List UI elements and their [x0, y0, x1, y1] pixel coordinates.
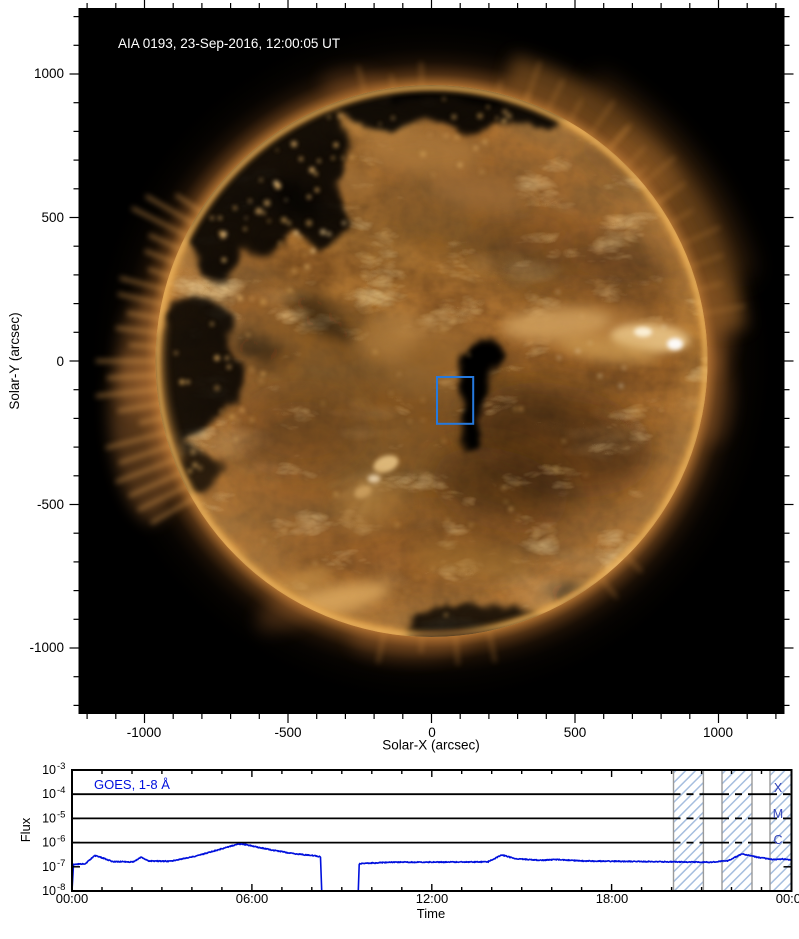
- svg-text:1000: 1000: [34, 66, 64, 81]
- svg-text:-4: -4: [57, 785, 65, 796]
- svg-text:-6: -6: [57, 834, 65, 845]
- svg-text:1000: 1000: [703, 725, 733, 740]
- svg-text:0: 0: [428, 725, 436, 740]
- svg-text:-500: -500: [274, 725, 301, 740]
- svg-text:Solar-Y (arcsec): Solar-Y (arcsec): [7, 312, 22, 409]
- svg-text:500: 500: [41, 210, 64, 225]
- svg-text:-500: -500: [37, 497, 64, 512]
- svg-text:-8: -8: [57, 882, 65, 893]
- svg-text:00:00: 00:00: [776, 891, 799, 906]
- svg-text:-7: -7: [57, 858, 65, 869]
- svg-text:500: 500: [564, 725, 587, 740]
- svg-text:10: 10: [42, 811, 56, 825]
- svg-text:X: X: [774, 781, 783, 795]
- svg-text:M: M: [773, 807, 783, 821]
- svg-text:Time: Time: [417, 906, 445, 921]
- svg-text:10: 10: [42, 860, 56, 874]
- svg-text:GOES, 1-8 Å: GOES, 1-8 Å: [94, 777, 170, 792]
- svg-text:12:00: 12:00: [416, 891, 449, 906]
- svg-text:10: 10: [42, 836, 56, 850]
- svg-text:-5: -5: [57, 809, 65, 820]
- svg-text:00:00: 00:00: [56, 891, 89, 906]
- svg-text:10: 10: [42, 884, 56, 898]
- svg-text:-3: -3: [57, 761, 65, 772]
- svg-text:Solar-X (arcsec): Solar-X (arcsec): [382, 738, 480, 753]
- svg-text:10: 10: [42, 787, 56, 801]
- svg-text:18:00: 18:00: [596, 891, 629, 906]
- svg-text:10: 10: [42, 763, 56, 777]
- svg-text:0: 0: [56, 354, 64, 369]
- svg-text:AIA 0193, 23-Sep-2016, 12:00:0: AIA 0193, 23-Sep-2016, 12:00:05 UT: [118, 36, 340, 51]
- svg-text:C: C: [773, 833, 782, 847]
- svg-text:-1000: -1000: [127, 725, 162, 740]
- svg-text:06:00: 06:00: [236, 891, 269, 906]
- svg-text:Flux: Flux: [18, 817, 33, 842]
- svg-text:-1000: -1000: [29, 640, 64, 655]
